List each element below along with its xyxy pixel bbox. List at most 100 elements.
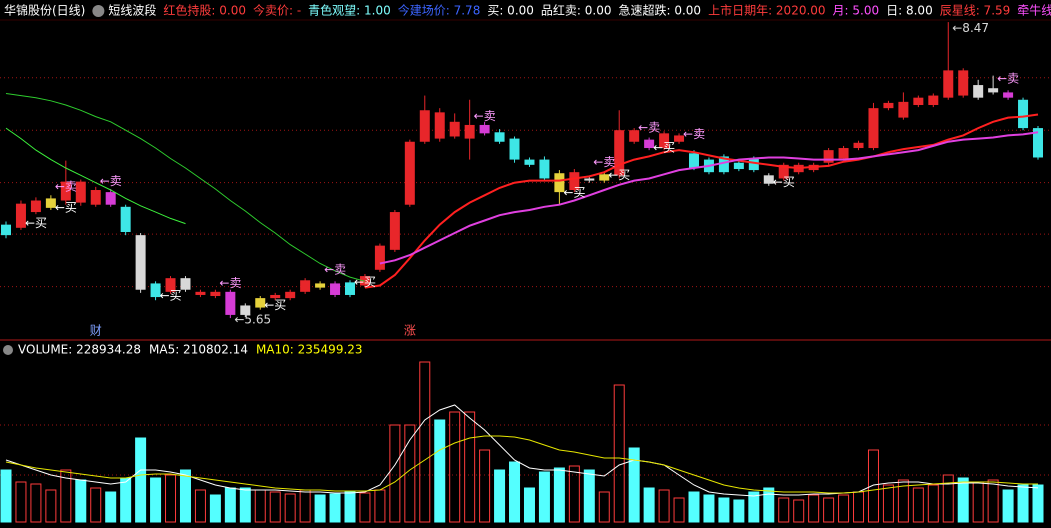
candle-body [958, 70, 969, 96]
menu-icon [92, 5, 105, 17]
header-item: 月: 5.00 [833, 4, 880, 18]
header-item: 华锦股份(日线) [4, 4, 85, 18]
volume-bar [30, 483, 42, 523]
volume-bar [479, 449, 491, 523]
candle-body [60, 181, 71, 201]
header-item: 短线波段 [108, 3, 156, 18]
signal-label: ←卖 [997, 71, 1019, 85]
signal-label: ←卖 [638, 121, 660, 135]
volume-bar [673, 497, 685, 523]
signal-label: ←5.65 [234, 313, 271, 327]
candle-body [45, 198, 56, 208]
candle-body [614, 130, 625, 176]
volume-bar [538, 471, 550, 523]
volume-bar [165, 474, 177, 523]
candle-body [718, 156, 729, 173]
header-item: 牵牛线: 7.42 [1017, 3, 1051, 18]
candle-body [554, 173, 565, 193]
candle-body [853, 142, 864, 149]
signal-label: ←8.47 [952, 21, 989, 35]
signal-label: ←买 [608, 168, 630, 182]
volume-bar [509, 461, 521, 523]
candle-body [419, 110, 430, 142]
candle-body [599, 174, 610, 181]
header-item: 青色观望: 1.00 [308, 4, 391, 18]
candle-body [778, 164, 789, 179]
candle-body [255, 298, 266, 308]
header-item: 红色持股: 0.00 [163, 3, 246, 18]
signal-label: ←卖 [55, 179, 77, 193]
volume-bar [838, 494, 850, 523]
candle-body [584, 178, 595, 181]
volume-bar [808, 494, 820, 523]
header-item: 辰星线: 7.59 [940, 4, 1011, 18]
candle-body [689, 153, 699, 168]
ma-line [5, 435, 1038, 494]
volume-bar [763, 487, 775, 523]
header-item: 急速超跌: 0.00 [618, 3, 701, 18]
volume-bar [434, 419, 446, 523]
volume-bar [957, 477, 969, 523]
volume-bar [45, 489, 57, 523]
signal-label: ←卖 [219, 276, 241, 290]
volume-bar [643, 487, 655, 523]
ma-line [379, 131, 1039, 265]
candle-body [105, 192, 116, 205]
volume-header-item: MA10: 235499.23 [256, 343, 363, 357]
candle-body [674, 135, 685, 142]
volume-bar [882, 484, 894, 523]
candle-body [943, 70, 954, 98]
volume-bar [419, 361, 431, 523]
volume-bar [120, 477, 132, 523]
volume-bar [284, 493, 296, 523]
header-item: 买: 0.00 [487, 4, 534, 18]
candle-body [270, 294, 281, 299]
volume-bar [494, 469, 506, 523]
volume-bar [389, 424, 401, 523]
menu-icon [3, 345, 13, 355]
volume-bar [194, 489, 206, 523]
candle-body [300, 280, 311, 292]
candle-body [644, 139, 655, 149]
signal-label: ←卖 [683, 127, 705, 141]
ma-line [5, 127, 186, 225]
header-item: 品红卖: 0.00 [541, 3, 612, 18]
candle-body [240, 305, 251, 315]
volume-bar [778, 497, 790, 523]
signal-label: ←买 [653, 141, 675, 155]
candle-body [733, 162, 744, 170]
candle-body [389, 212, 400, 250]
volume-bar [867, 449, 879, 523]
candle-body [285, 291, 296, 299]
volume-bar [927, 484, 939, 523]
candle-body [330, 283, 341, 295]
candle-body [315, 283, 326, 288]
volume-bar [150, 477, 162, 523]
header-item: 今卖价: - [253, 3, 301, 18]
header-item: 今建场价: 7.78 [398, 3, 481, 18]
volume-bar [464, 411, 476, 523]
volume-bar [329, 493, 341, 523]
volume-bar [314, 494, 326, 523]
candle-body [150, 283, 161, 298]
signal-label: ←买 [354, 275, 376, 289]
volume-bar [90, 487, 102, 523]
candle-body [374, 245, 385, 270]
signal-label: ←卖 [474, 109, 496, 123]
volume-bar [1032, 484, 1044, 523]
volume-bar [553, 467, 565, 523]
volume-bar [1002, 489, 1014, 523]
signal-label: ←卖 [593, 155, 615, 169]
signal-label: ←买 [563, 186, 585, 200]
volume-bar [748, 491, 760, 523]
volume-bar [75, 479, 87, 523]
volume-bar [718, 497, 730, 523]
volume-bar [105, 491, 117, 523]
volume-bar [733, 499, 745, 523]
volume-bar [179, 469, 191, 523]
candle-body [15, 203, 26, 228]
volume-bar [523, 487, 535, 523]
candle-body [509, 138, 520, 160]
volume-bar [688, 491, 700, 523]
ma-line [364, 113, 1039, 289]
